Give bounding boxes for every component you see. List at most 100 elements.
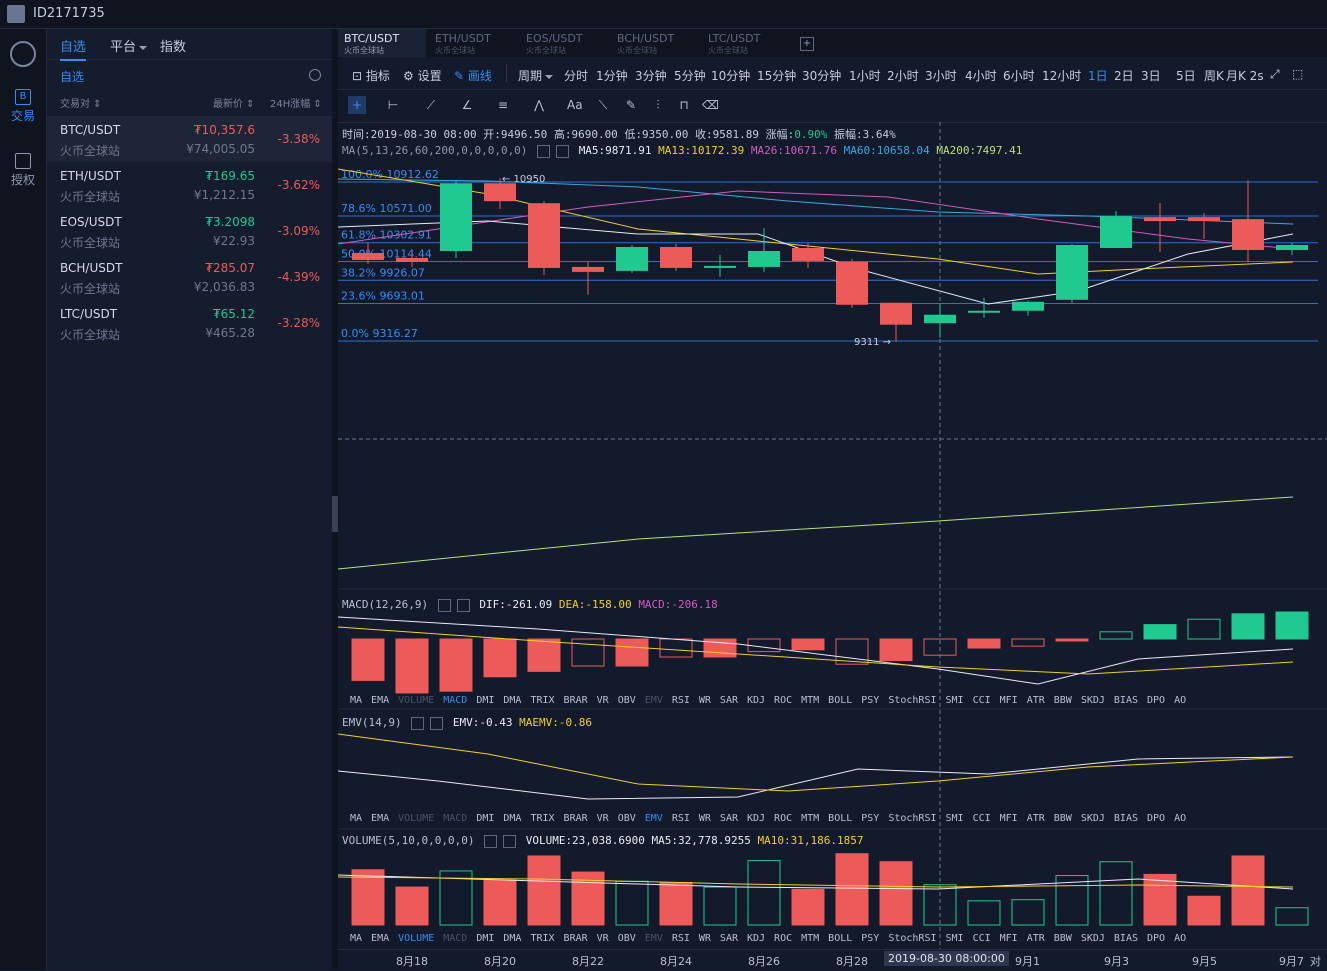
indicator-tab[interactable]: BRAR — [563, 813, 588, 824]
horizontal-line-tool-icon[interactable]: ⊢ — [387, 98, 399, 112]
draw-button[interactable]: ✎ 画线 — [454, 69, 492, 83]
indicator-tab[interactable]: DMI — [476, 695, 495, 706]
indicator-tab[interactable]: EMV — [644, 813, 663, 824]
indicator-tab[interactable]: BBW — [1053, 813, 1072, 824]
indicator-tab[interactable]: StochRSI — [888, 813, 937, 824]
indicator-tab[interactable]: RSI — [671, 813, 690, 824]
period-option[interactable]: 10分钟 — [711, 69, 751, 83]
indicator-tab[interactable]: ROC — [774, 695, 793, 706]
indicator-tab[interactable]: EMV — [644, 695, 663, 706]
indicator-tab[interactable]: DMI — [476, 933, 495, 944]
emv-close-icon[interactable] — [430, 716, 444, 730]
period-option[interactable]: 5日 — [1176, 69, 1196, 83]
indicator-tab[interactable]: WR — [698, 695, 711, 706]
watchlist-row[interactable]: BTC/USDT 火币全球站 ₮10,357.6 ¥74,005.05 -3.38% — [47, 116, 332, 162]
indicator-tab[interactable]: MFI — [999, 933, 1018, 944]
indicator-tab[interactable]: BIAS — [1113, 933, 1138, 944]
indicator-tab[interactable]: SKDJ — [1080, 695, 1105, 706]
period-option[interactable]: 30分钟 — [802, 69, 842, 83]
indicator-tab[interactable]: VR — [596, 933, 609, 944]
indicator-tab[interactable]: ATR — [1026, 933, 1045, 944]
wave-tool-icon[interactable]: ⋀ — [534, 98, 544, 112]
add-tab-button[interactable]: + — [800, 37, 814, 51]
collapse-handle[interactable] — [332, 496, 338, 532]
indicator-tab[interactable]: BRAR — [563, 933, 588, 944]
indicator-tab[interactable]: CCI — [972, 695, 991, 706]
period-option[interactable]: 12小时 — [1042, 69, 1082, 83]
indicator-tab[interactable]: AO — [1174, 695, 1187, 706]
indicator-tab[interactable]: SMI — [945, 695, 964, 706]
indicator-tab[interactable]: OBV — [617, 933, 636, 944]
indicator-tab[interactable]: MTM — [801, 933, 820, 944]
period-option[interactable]: 15分钟 — [757, 69, 797, 83]
indicator-tab[interactable]: PSY — [861, 813, 880, 824]
tab-index[interactable]: 指数 — [160, 40, 187, 55]
period-option[interactable]: 3分钟 — [635, 69, 667, 83]
period-option[interactable]: 分时 — [564, 69, 589, 83]
indicator-tab[interactable]: SAR — [719, 695, 738, 706]
indicator-tab[interactable]: BIAS — [1113, 813, 1138, 824]
indicator-tab[interactable]: MA — [350, 933, 363, 944]
indicator-tab[interactable]: OBV — [617, 695, 636, 706]
nav-auth[interactable]: 授权 — [0, 153, 46, 188]
indicator-tab[interactable]: CCI — [972, 813, 991, 824]
period-option[interactable]: 1分钟 — [596, 69, 628, 83]
indicator-tab[interactable]: SKDJ — [1080, 933, 1105, 944]
period-option[interactable]: 4小时 — [965, 69, 997, 83]
symbol-tab[interactable]: BTC/USDT 火币全球站 — [338, 29, 426, 57]
indicator-tab[interactable]: PSY — [861, 695, 880, 706]
angle-tool-icon[interactable]: ∠ — [461, 98, 473, 112]
settings-icon[interactable] — [309, 69, 321, 81]
indicator-tab[interactable]: EMA — [371, 933, 390, 944]
indicator-tab[interactable]: TRIX — [530, 813, 555, 824]
avatar-icon[interactable] — [7, 5, 25, 23]
indicator-tab[interactable]: RSI — [671, 933, 690, 944]
indicator-tab[interactable]: WR — [698, 933, 711, 944]
indicator-tab[interactable]: BOLL — [828, 695, 853, 706]
indicator-tab[interactable]: BRAR — [563, 695, 588, 706]
period-option[interactable]: 5分钟 — [674, 69, 706, 83]
symbol-tab[interactable]: EOS/USDT 火币全球站 — [520, 29, 608, 57]
indicator-tab[interactable]: MTM — [801, 695, 820, 706]
indicator-tab[interactable]: BBW — [1053, 695, 1072, 706]
period-option[interactable]: 周K — [1204, 69, 1224, 83]
indicator-tab[interactable]: BOLL — [828, 813, 853, 824]
period-option[interactable]: 3小时 — [925, 69, 957, 83]
indicator-tab[interactable]: MACD — [443, 813, 468, 824]
volume-settings-icon[interactable] — [484, 834, 498, 848]
indicator-tab[interactable]: VOLUME — [398, 933, 435, 944]
indicator-tab[interactable]: DMI — [476, 813, 495, 824]
screenshot-icon[interactable]: ⬚ — [1292, 67, 1304, 81]
ruler-tool-icon[interactable]: ⟍ — [598, 98, 608, 112]
col-price[interactable]: 最新价 ⇕ — [213, 99, 255, 110]
period-option[interactable]: 1日 — [1088, 69, 1108, 83]
indicator-tab[interactable]: EMA — [371, 813, 390, 824]
indicator-tab[interactable]: ROC — [774, 813, 793, 824]
tab-favorites[interactable]: 自选 — [60, 36, 87, 61]
lock-tool-icon[interactable]: ⊓ — [679, 98, 689, 112]
magnet-tool-icon[interactable]: ⫶ — [656, 98, 660, 112]
indicator-tab[interactable]: TRIX — [530, 695, 555, 706]
indicator-tab[interactable]: DMA — [503, 933, 522, 944]
indicator-tab[interactable]: CCI — [972, 933, 991, 944]
indicator-tab[interactable]: OBV — [617, 813, 636, 824]
indicator-tab[interactable]: DPO — [1147, 933, 1166, 944]
indicator-tab[interactable]: BOLL — [828, 933, 853, 944]
indicator-tab[interactable]: StochRSI — [888, 695, 937, 706]
indicator-tab[interactable]: ROC — [774, 933, 793, 944]
ma-settings-icon[interactable] — [537, 144, 551, 158]
period-option[interactable]: 6小时 — [1003, 69, 1035, 83]
indicator-tab[interactable]: VOLUME — [398, 695, 435, 706]
indicator-tab[interactable]: MACD — [443, 695, 468, 706]
indicator-tab[interactable]: DPO — [1147, 695, 1166, 706]
indicator-tab[interactable]: KDJ — [746, 813, 766, 824]
macd-close-icon[interactable] — [456, 598, 470, 612]
period-option[interactable]: 2日 — [1114, 69, 1134, 83]
crosshair-tool-icon[interactable]: + — [348, 96, 366, 114]
indicator-tab[interactable]: RSI — [671, 695, 690, 706]
period-option[interactable]: 3日 — [1141, 69, 1161, 83]
indicator-tab[interactable]: ATR — [1026, 695, 1045, 706]
indicator-tab[interactable]: SAR — [719, 813, 738, 824]
indicator-tab[interactable]: TRIX — [530, 933, 555, 944]
indicator-tab[interactable]: MACD — [443, 933, 468, 944]
